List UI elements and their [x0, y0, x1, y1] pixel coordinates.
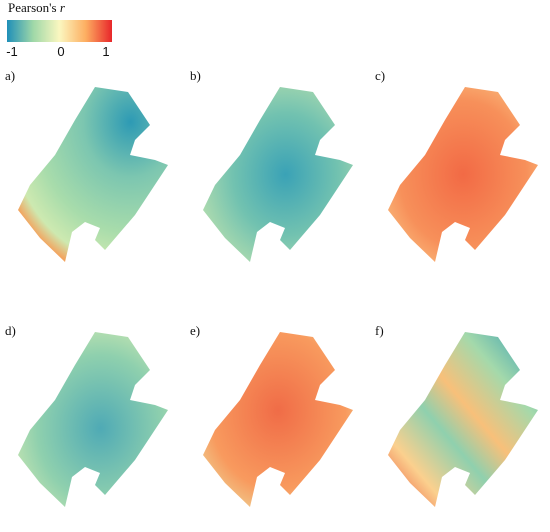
map [203, 332, 353, 507]
colorbar-gradient [7, 20, 112, 42]
map [18, 87, 168, 262]
panel-label: e) [190, 323, 200, 338]
panel: f) [375, 323, 538, 507]
map [388, 332, 538, 507]
panel-label: b) [190, 68, 201, 83]
map [18, 332, 168, 507]
panel: d) [5, 323, 168, 507]
panel-label: c) [375, 68, 385, 83]
panel-label: a) [5, 68, 15, 83]
map [203, 87, 353, 262]
panel: e) [190, 323, 353, 507]
panel-label: d) [5, 323, 16, 338]
panel: a) [5, 68, 168, 262]
panel-label: f) [375, 323, 384, 338]
colorbar: Pearson's r -1 0 1 [6, 0, 112, 59]
colorbar-title: Pearson's r [8, 0, 66, 15]
colorbar-tick: 1 [102, 44, 109, 59]
panel: b) [190, 68, 353, 262]
colorbar-tick: -1 [6, 44, 18, 59]
colorbar-tick: 0 [57, 44, 64, 59]
map [388, 87, 538, 262]
panel: c) [375, 68, 538, 262]
